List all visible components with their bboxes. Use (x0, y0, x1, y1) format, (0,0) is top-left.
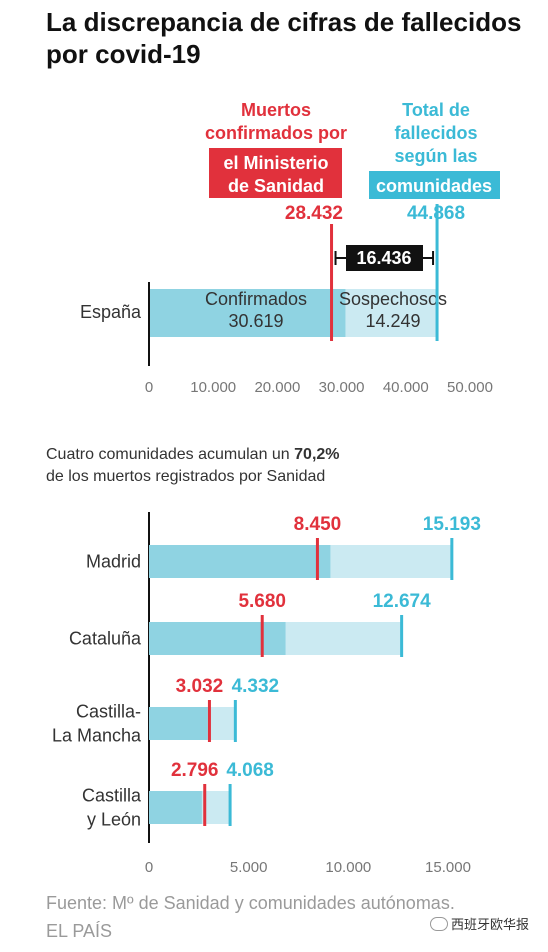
source-note: Fuente: Mº de Sanidad y comunidades autó… (46, 893, 455, 913)
series-label-confirmados: Confirmados (205, 289, 307, 309)
value-label-confirmados: 30.619 (228, 311, 283, 331)
value-label-sanidad-1: 5.680 (238, 591, 286, 612)
annotation-sanidad-line-1: Muertos (241, 100, 311, 120)
annotation-sanidad-line-2: confirmados por (205, 123, 347, 143)
category-label-2: Castilla- (76, 702, 141, 722)
value-label-comunidades-espana: 44.868 (407, 203, 465, 224)
bar-confirmados-espana (149, 289, 346, 337)
footer: Fuente: Mº de Sanidad y comunidades autó… (46, 889, 455, 945)
value-label-sanidad-0: 8.450 (294, 514, 342, 535)
x-tick-label-espana: 20.000 (254, 379, 300, 396)
bar-confirmados-1 (149, 622, 286, 655)
annotation-sanidad-box (209, 148, 342, 198)
annotation-sanidad-box-line-1: el Ministerio (223, 153, 328, 173)
subtitle-percentage: 70,2% (294, 446, 339, 463)
bar-sospechosos-espana (345, 289, 438, 337)
value-label-comunidades-2: 4.332 (232, 676, 280, 697)
category-label-1: Cataluña (69, 629, 142, 649)
watermark: 西班牙欧华报 (430, 914, 529, 933)
x-tick-label-comunidades: 0 (145, 859, 153, 876)
annotation-comunidades-box (369, 171, 500, 199)
value-label-sanidad-2: 3.032 (176, 676, 224, 697)
x-tick-label-comunidades: 5.000 (230, 859, 268, 876)
difference-value: 16.436 (356, 248, 411, 268)
x-tick-label-comunidades: 10.000 (325, 859, 371, 876)
annotation-comunidades-line-1: Total de (402, 100, 470, 120)
bar-confirmados-2 (149, 707, 208, 740)
annotation-comunidades-line-2: fallecidos (394, 123, 477, 143)
category-label-espana: España (80, 302, 142, 322)
publisher-credit: EL PAÍS (46, 921, 113, 941)
annotation-sanidad-box-line-2: de Sanidad (228, 176, 324, 196)
category-label-0: Madrid (86, 552, 141, 572)
watermark-text: 西班牙欧华报 (451, 917, 530, 932)
subtitle-line-1: Cuatro comunidades acumulan un 70,2% (46, 446, 340, 463)
bar-confirmados-3 (149, 791, 202, 824)
x-tick-label-espana: 50.000 (447, 379, 493, 396)
category-label-2: La Mancha (52, 726, 142, 746)
value-label-sanidad-espana: 28.432 (285, 203, 343, 224)
wechat-icon (430, 917, 448, 931)
value-label-comunidades-0: 15.193 (423, 514, 481, 535)
value-label-sanidad-3: 2.796 (171, 760, 219, 781)
annotation-comunidades-line-3: según las (394, 146, 477, 166)
bar-confirmados-0 (149, 545, 331, 578)
x-tick-label-comunidades: 15.000 (425, 859, 471, 876)
chart-title: La discrepancia de cifras de fallecidos … (46, 7, 522, 69)
x-tick-label-espana: 40.000 (383, 379, 429, 396)
value-label-comunidades-3: 4.068 (226, 760, 274, 781)
subtitle-line-2: de los muertos registrados por Sanidad (46, 468, 325, 485)
category-label-3: y León (87, 810, 141, 830)
value-label-sospechosos: 14.249 (365, 311, 420, 331)
x-tick-label-espana: 10.000 (190, 379, 236, 396)
x-tick-label-espana: 30.000 (319, 379, 365, 396)
annotation-comunidades-box-line: comunidades (376, 176, 492, 196)
category-label-3: Castilla (82, 786, 142, 806)
x-tick-label-espana: 0 (145, 379, 153, 396)
series-label-sospechosos: Sospechosos (339, 289, 447, 309)
subtitle-text: Cuatro comunidades acumulan un (46, 446, 294, 463)
difference-box (346, 245, 423, 271)
value-label-comunidades-1: 12.674 (373, 591, 432, 612)
